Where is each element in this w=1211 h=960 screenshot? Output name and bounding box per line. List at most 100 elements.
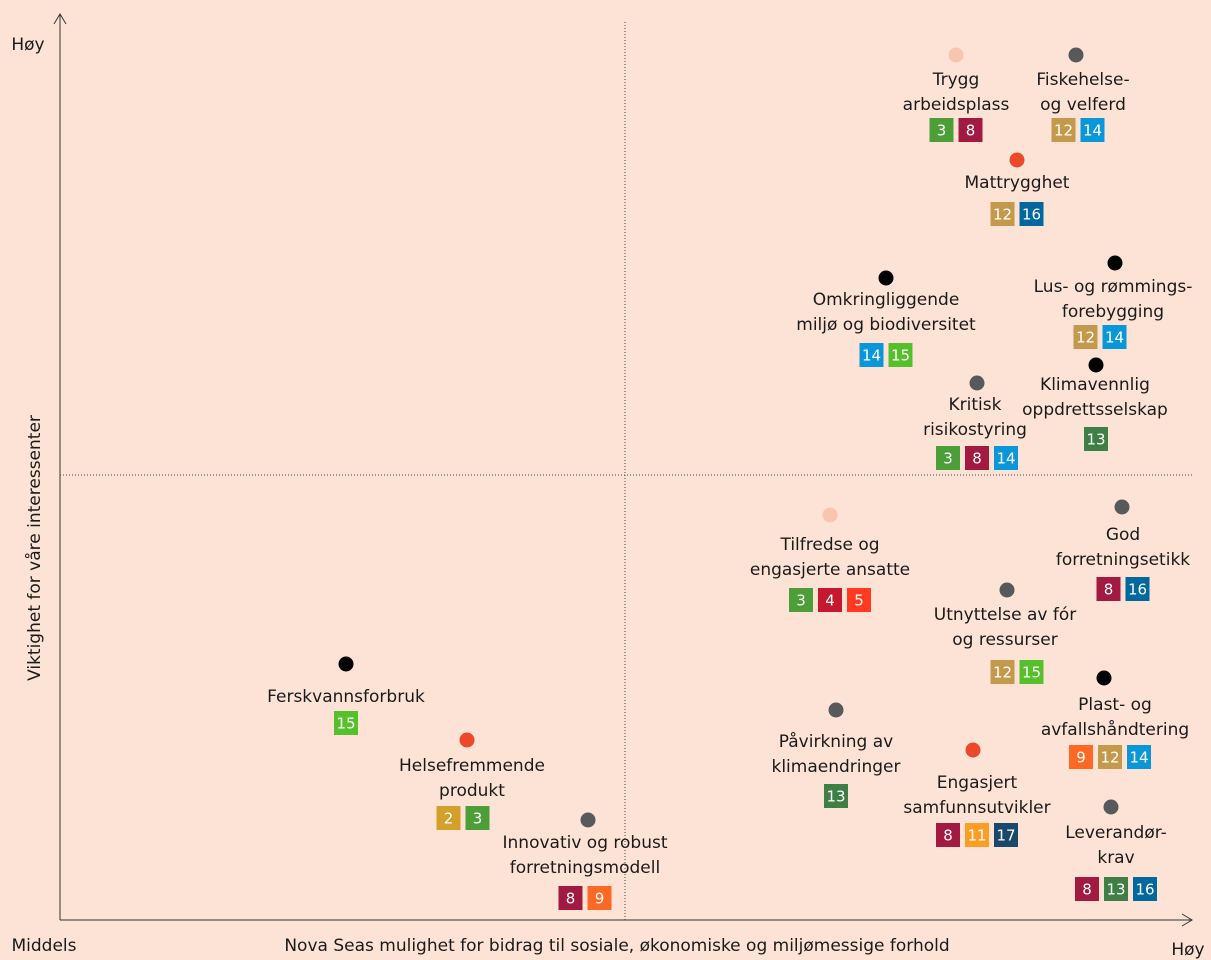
sdg-badge — [1102, 325, 1127, 349]
sdg-badge — [965, 823, 989, 847]
sdg-badge — [1075, 877, 1099, 901]
sdg-number: 4 — [825, 592, 835, 610]
sdg-number: 14 — [1105, 329, 1124, 347]
sdg-badge — [1019, 660, 1044, 684]
topic-label: krav — [1097, 848, 1134, 868]
sdg-badge — [859, 343, 884, 367]
sdg-badge — [958, 118, 983, 142]
topic-dot — [459, 732, 475, 748]
sdg-badge — [994, 823, 1018, 847]
topic-label: Trygg — [932, 70, 980, 90]
sdg-number: 15 — [891, 347, 910, 365]
topic-label: Lus- og rømmings- — [1034, 277, 1193, 297]
sdg-badge — [936, 446, 960, 470]
sdg-badge — [1133, 877, 1157, 901]
topic-label: Innovativ og robust — [503, 833, 668, 853]
topic-dot — [828, 702, 844, 718]
sdg-badge — [789, 588, 813, 612]
topic-label: Klimavennlig — [1040, 375, 1150, 395]
topic-label: Plast- og — [1078, 695, 1152, 715]
topic-dot — [1103, 799, 1119, 815]
topic-dot — [822, 507, 838, 523]
topic-dot — [1068, 47, 1084, 63]
sdg-badge — [1104, 877, 1128, 901]
topic-label: Utnyttelse av fór — [934, 605, 1076, 625]
topic-dot — [338, 656, 354, 672]
sdg-number: 17 — [996, 827, 1015, 845]
sdg-number: 12 — [993, 206, 1012, 224]
topic-dot — [1114, 499, 1130, 515]
sdg-number: 14 — [996, 450, 1015, 468]
sdg-number: 14 — [1129, 749, 1148, 767]
topic-dot — [580, 812, 596, 828]
topic-dot — [948, 47, 964, 63]
topic-label: God — [1106, 525, 1140, 545]
topic-dot — [965, 742, 981, 758]
topic-label: avfallshåndtering — [1041, 719, 1189, 740]
topic-label: Omkringliggende — [813, 290, 960, 310]
sdg-number: 3 — [473, 810, 483, 828]
sdg-number: 15 — [1022, 664, 1041, 682]
topic-label: Leverandør- — [1065, 823, 1167, 843]
sdg-number: 12 — [993, 664, 1012, 682]
topic-dot — [1107, 255, 1123, 271]
y-arrow — [53, 13, 67, 25]
topic-label: Mattrygghet — [965, 173, 1070, 193]
sdg-badge — [965, 446, 989, 470]
sdg-number: 15 — [336, 715, 355, 733]
sdg-number: 8 — [566, 890, 576, 908]
sdg-badge — [824, 784, 848, 808]
topic-label: engasjerte ansatte — [750, 560, 910, 580]
sdg-badge — [436, 806, 461, 830]
sdg-badge — [1051, 118, 1076, 142]
sdg-badge — [990, 660, 1015, 684]
topic-label: forretningsmodell — [510, 858, 660, 878]
sdg-number: 9 — [1076, 749, 1086, 767]
sdg-number: 3 — [937, 122, 947, 140]
topic-label: Kritisk — [949, 395, 1002, 415]
sdg-number: 8 — [966, 122, 976, 140]
x-high-label: Høy — [1171, 940, 1204, 960]
topic-label: forebygging — [1062, 302, 1164, 322]
sdg-badge — [1125, 577, 1150, 601]
topic-label: miljø og biodiversitet — [796, 315, 976, 335]
sdg-number: 12 — [1076, 329, 1095, 347]
topic-label: forretningsetikk — [1056, 550, 1190, 570]
topic-dot — [878, 270, 894, 286]
sdg-badge — [818, 588, 842, 612]
topic-label: risikostyring — [923, 420, 1027, 440]
topic-label: Engasjert — [937, 773, 1018, 793]
topic-label: og ressurser — [952, 630, 1057, 650]
topic-dot — [1009, 152, 1025, 168]
sdg-number: 3 — [943, 450, 953, 468]
sdg-number: 11 — [967, 827, 986, 845]
topic-dot — [1088, 357, 1104, 373]
sdg-badge — [1098, 745, 1122, 769]
sdg-number: 13 — [826, 788, 845, 806]
sdg-number: 14 — [862, 347, 881, 365]
y-high-label: Høy — [11, 35, 44, 55]
topic-label: samfunnsutvikler — [903, 798, 1050, 818]
sdg-number: 2 — [444, 810, 454, 828]
topic-dot — [1096, 670, 1112, 686]
sdg-badge — [334, 711, 358, 735]
topic-label: klimaendringer — [771, 757, 900, 777]
topic-label: Helsefremmende — [399, 756, 545, 776]
sdg-badge — [1096, 577, 1121, 601]
x-low-label: Middels — [11, 936, 76, 956]
sdg-number: 5 — [854, 592, 864, 610]
x-axis-label: Nova Seas mulighet for bidrag til sosial… — [284, 936, 949, 956]
sdg-badge — [558, 886, 583, 910]
topic-label: oppdrettsselskap — [1022, 400, 1168, 420]
sdg-number: 16 — [1128, 581, 1147, 599]
sdg-badge — [1073, 325, 1098, 349]
sdg-number: 8 — [972, 450, 982, 468]
topic-label: Påvirkning av — [779, 731, 893, 752]
sdg-badge — [994, 446, 1018, 470]
sdg-badge — [990, 202, 1015, 226]
sdg-badge — [587, 886, 612, 910]
sdg-number: 13 — [1086, 431, 1105, 449]
sdg-badge — [465, 806, 490, 830]
